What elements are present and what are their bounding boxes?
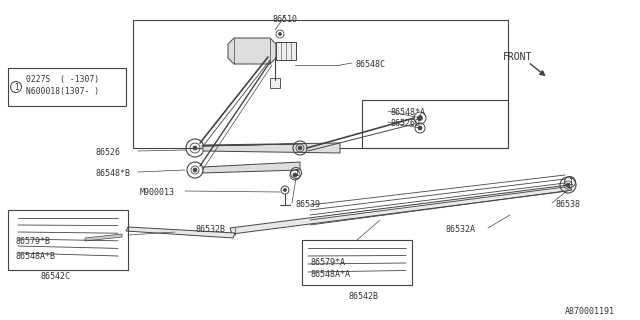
Text: 86526D: 86526D — [390, 119, 420, 128]
Circle shape — [298, 146, 302, 150]
Circle shape — [284, 188, 287, 191]
Polygon shape — [85, 234, 122, 241]
Circle shape — [293, 173, 297, 177]
Text: N600018(1307- ): N600018(1307- ) — [26, 87, 99, 96]
Circle shape — [193, 168, 197, 172]
Bar — [302, 240, 412, 285]
Text: 86579*A: 86579*A — [310, 258, 345, 267]
Text: 1: 1 — [294, 169, 298, 178]
Text: 86526: 86526 — [95, 148, 120, 157]
Text: FRONT: FRONT — [503, 52, 532, 62]
Polygon shape — [203, 162, 300, 173]
Text: 86579*B: 86579*B — [15, 237, 50, 246]
Circle shape — [278, 33, 282, 36]
Text: 86548A*B: 86548A*B — [15, 252, 55, 261]
Text: 86538: 86538 — [555, 200, 580, 209]
Bar — [8, 210, 128, 270]
Text: 86542B: 86542B — [348, 292, 378, 301]
Bar — [133, 20, 508, 148]
Text: 86539: 86539 — [295, 200, 320, 209]
Text: 86548C: 86548C — [355, 60, 385, 69]
Text: 86532B: 86532B — [195, 225, 225, 234]
Text: 86548*A: 86548*A — [390, 108, 425, 117]
Text: M900013: M900013 — [140, 188, 175, 197]
Text: 86548*B: 86548*B — [95, 169, 130, 178]
Text: A870001191: A870001191 — [565, 307, 615, 316]
Text: 86510: 86510 — [273, 15, 298, 24]
Circle shape — [417, 116, 422, 121]
Text: 86542C: 86542C — [40, 272, 70, 281]
Polygon shape — [126, 227, 235, 238]
Text: 1: 1 — [13, 83, 19, 92]
Text: 86548A*A: 86548A*A — [310, 270, 350, 279]
Polygon shape — [230, 185, 572, 234]
Bar — [8, 68, 126, 106]
Text: 0227S  ( -1307): 0227S ( -1307) — [26, 75, 99, 84]
Text: 86532A: 86532A — [445, 225, 475, 234]
Circle shape — [418, 126, 422, 130]
Bar — [270, 78, 280, 88]
Circle shape — [566, 183, 570, 187]
Circle shape — [193, 146, 197, 150]
Polygon shape — [228, 38, 276, 64]
Bar — [362, 100, 508, 148]
Polygon shape — [203, 143, 340, 153]
Bar — [276, 42, 296, 60]
Text: 1: 1 — [568, 178, 572, 187]
